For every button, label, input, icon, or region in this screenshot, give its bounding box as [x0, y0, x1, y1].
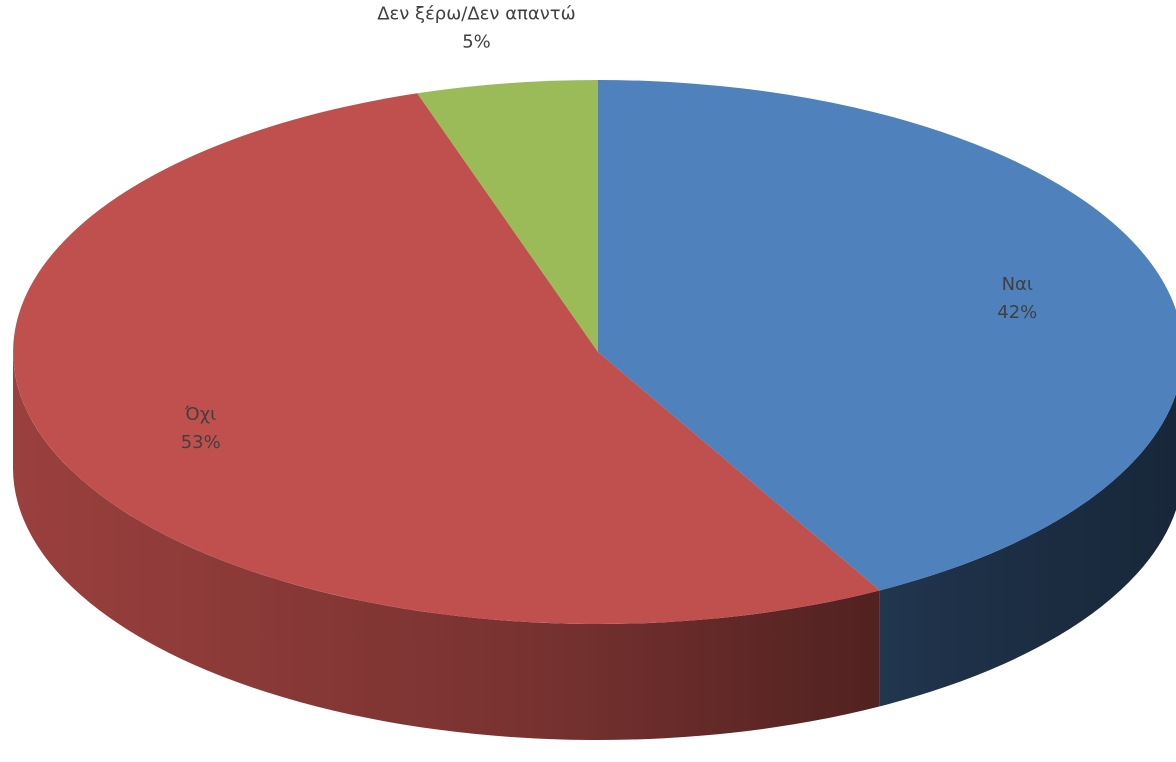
pie-slice-δεν-ξερω-δεν-απαντω: [417, 79, 598, 352]
pie-slice-οχι: [13, 93, 880, 624]
pie-slice-ναι: [598, 80, 1176, 591]
pie-labels: Ναι 42% Όχι 53% Δεν ξέρω/Δεν απαντώ 5%: [181, 3, 1038, 453]
pie-side-οχι: [13, 352, 880, 741]
pie-label-percent: 42%: [997, 302, 1037, 323]
pie-label-οχι: Όχι 53%: [181, 404, 221, 453]
pie-label-category: Όχι: [184, 404, 216, 425]
pie-label-category: Δεν ξέρω/Δεν απαντώ: [377, 3, 576, 24]
pie-side-ναι: [879, 393, 1176, 707]
pie-sides: [13, 352, 1176, 741]
pie-label-percent: 5%: [462, 31, 491, 52]
pie-label-δεν-ξερω-δεν-απαντω: Δεν ξέρω/Δεν απαντώ 5%: [377, 3, 576, 52]
pie-label-category: Ναι: [1002, 274, 1033, 295]
pie-label-ναι: Ναι 42%: [997, 274, 1037, 323]
pie-tops: [13, 79, 1176, 624]
pie-label-percent: 53%: [181, 432, 221, 453]
